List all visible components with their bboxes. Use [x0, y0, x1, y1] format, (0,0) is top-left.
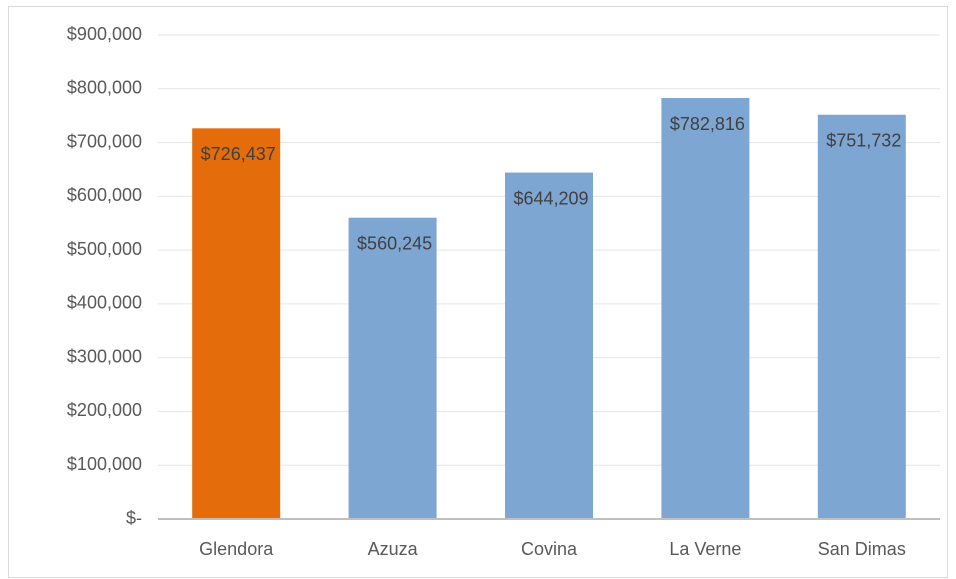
- y-tick-label: $300,000: [67, 346, 142, 366]
- data-label: $726,437: [201, 144, 276, 164]
- y-tick-label: $100,000: [67, 454, 142, 474]
- x-tick-label: Covina: [521, 539, 578, 559]
- chart-border: [8, 6, 948, 578]
- y-tick-label: $500,000: [67, 239, 142, 259]
- y-tick-label: $600,000: [67, 185, 142, 205]
- bar: [192, 128, 281, 519]
- y-tick-label: $-: [126, 508, 142, 528]
- data-label: $782,816: [670, 114, 745, 134]
- data-label: $751,732: [826, 130, 901, 150]
- y-tick-label: $900,000: [67, 24, 142, 44]
- data-label: $560,245: [357, 233, 432, 253]
- y-tick-label: $400,000: [67, 293, 142, 313]
- bar: [661, 98, 750, 519]
- x-tick-label: Glendora: [199, 539, 274, 559]
- x-tick-label: Azuza: [368, 539, 419, 559]
- bar: [505, 172, 593, 519]
- y-tick-label: $700,000: [67, 131, 142, 151]
- data-label: $644,209: [513, 188, 588, 208]
- x-tick-label: La Verne: [669, 539, 741, 559]
- y-tick-label: $800,000: [67, 78, 142, 98]
- bar: [817, 114, 906, 520]
- x-tick-label: San Dimas: [818, 539, 906, 559]
- y-tick-label: $200,000: [67, 400, 142, 420]
- bar: [348, 217, 437, 519]
